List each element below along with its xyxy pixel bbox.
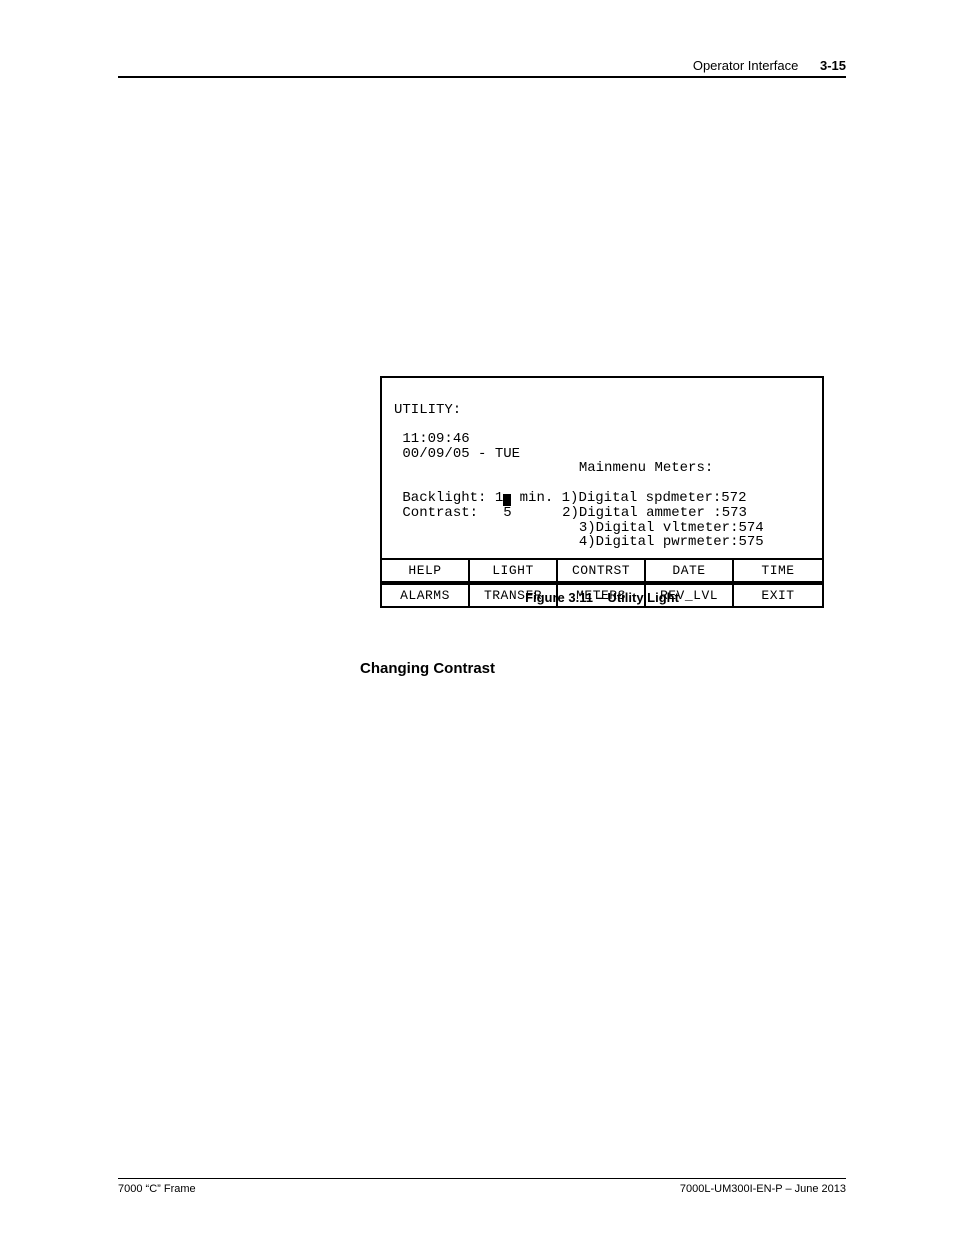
footer-left: 7000 “C” Frame bbox=[118, 1183, 196, 1195]
meters-title: Mainmenu Meters: bbox=[579, 460, 713, 476]
screen-date: 00/09/05 - TUE bbox=[402, 446, 520, 462]
meter-1: 1)Digital spdmeter:572 bbox=[562, 490, 747, 506]
time-button[interactable]: TIME bbox=[734, 560, 822, 583]
softkey-row-1: HELP LIGHT CONTRST DATE TIME bbox=[382, 558, 822, 583]
header-section: Operator Interface bbox=[693, 58, 799, 73]
page-header: Operator Interface 3-15 bbox=[118, 58, 846, 78]
light-button[interactable]: LIGHT bbox=[470, 560, 558, 583]
contrast-button[interactable]: CONTRST bbox=[558, 560, 646, 583]
meter-4: 4)Digital pwrmeter:575 bbox=[579, 534, 764, 550]
screen-time: 11:09:46 bbox=[402, 431, 469, 447]
figure-caption: Figure 3.11 – Utility Light bbox=[380, 590, 824, 605]
page-footer: 7000 “C” Frame 7000L-UM300I-EN-P – June … bbox=[118, 1178, 846, 1195]
footer-right: 7000L-UM300I-EN-P – June 2013 bbox=[680, 1183, 846, 1195]
date-button[interactable]: DATE bbox=[646, 560, 734, 583]
backlight-label: Backlight: bbox=[402, 490, 486, 506]
header-page-number: 3-15 bbox=[820, 58, 846, 73]
backlight-cursor: 10 min. bbox=[495, 490, 553, 506]
contrast-label: Contrast: bbox=[402, 505, 478, 521]
help-button[interactable]: HELP bbox=[382, 560, 470, 583]
screen-title: UTILITY: bbox=[394, 402, 461, 418]
meter-2: 2)Digital ammeter :573 bbox=[562, 505, 747, 521]
contrast-value: 5 bbox=[486, 505, 511, 521]
meter-3: 3)Digital vltmeter:574 bbox=[579, 520, 764, 536]
section-heading: Changing Contrast bbox=[360, 660, 495, 677]
utility-screen: UTILITY: 11:09:46 00/09/05 - TUE Mainmen… bbox=[380, 376, 824, 608]
